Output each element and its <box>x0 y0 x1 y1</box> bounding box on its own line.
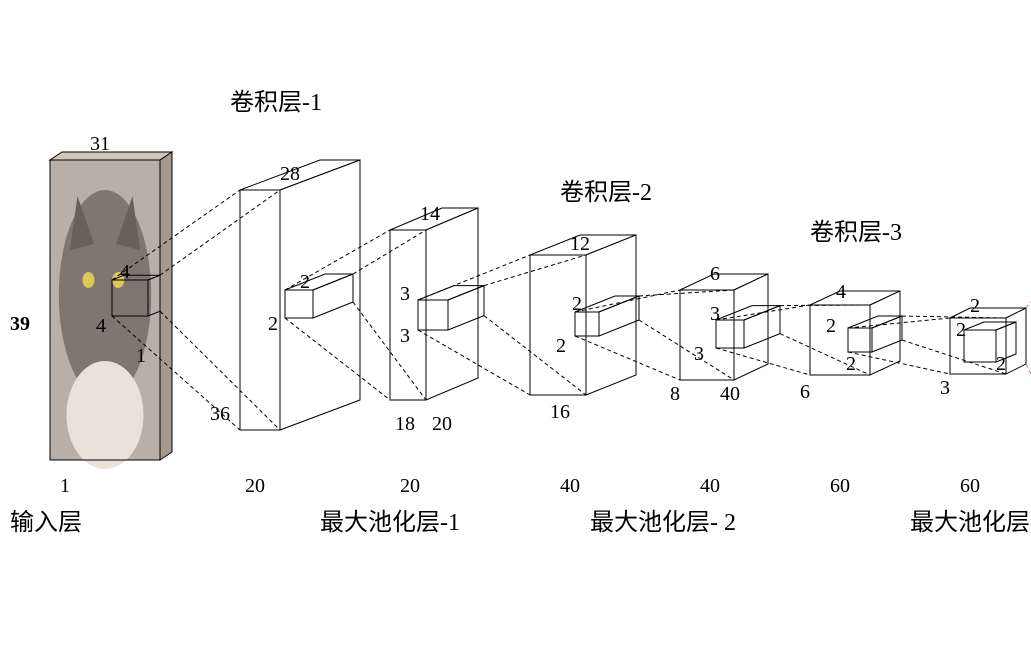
cnn-diagram: 31394411输入层28362220卷积层-11433182020最大池化层-… <box>0 0 1031 646</box>
layer-pool3: 222360最大池化层-3 <box>910 295 1031 536</box>
dim-label: 40 <box>720 383 740 405</box>
dim-label: 60 <box>830 475 850 497</box>
dim-label: 6 <box>710 263 720 285</box>
dim-label: 28 <box>280 163 300 185</box>
dim-label: 20 <box>245 475 265 497</box>
dim-label: 60 <box>960 475 980 497</box>
dim-label: 2 <box>846 353 856 375</box>
dim-label: 4 <box>836 281 846 303</box>
dim-label: 6 <box>800 381 810 403</box>
dim-label: 2 <box>556 335 566 357</box>
layer-input: 31 39 4 4 1 1 输入层 <box>10 133 172 536</box>
dim-label: 4 <box>96 315 106 337</box>
dim-label: 40 <box>560 475 580 497</box>
dim-label: 20 <box>432 413 452 435</box>
dim-label: 2 <box>956 319 966 341</box>
dim-label: 2 <box>268 313 278 335</box>
dim-label: 3 <box>400 325 410 347</box>
layer-conv2: 12221640卷积层-2 <box>530 179 652 497</box>
layer-title-bottom: 输入层 <box>10 509 82 536</box>
layer-title-bottom: 最大池化层-1 <box>320 509 460 536</box>
dim-label: 2 <box>970 295 980 317</box>
dim-label: 2 <box>300 271 310 293</box>
dim-label: 1 <box>60 475 70 497</box>
layer-title-top: 卷积层-2 <box>560 179 652 206</box>
layer-title-top: 卷积层-1 <box>230 89 322 116</box>
dim-label: 4 <box>120 261 130 283</box>
dim-label: 12 <box>570 233 590 255</box>
dim-label: 39 <box>10 313 30 335</box>
layer-conv3: 422660卷积层-3 <box>800 219 902 497</box>
dim-label: 8 <box>670 383 680 405</box>
layer-title-bottom: 最大池化层-3 <box>910 509 1031 536</box>
dim-label: 3 <box>400 283 410 305</box>
dim-label: 31 <box>90 133 110 155</box>
dim-label: 16 <box>550 401 570 423</box>
dim-label: 3 <box>710 303 720 325</box>
layer-conv1: 28362220卷积层-1 <box>210 89 360 497</box>
dim-label: 40 <box>700 475 720 497</box>
dim-label: 18 <box>395 413 415 435</box>
dim-label: 20 <box>400 475 420 497</box>
dim-label: 3 <box>694 343 704 365</box>
dim-label: 2 <box>826 315 836 337</box>
layer-title-bottom: 最大池化层- 2 <box>590 509 736 536</box>
layer-title-top: 卷积层-3 <box>810 219 902 246</box>
dim-label: 3 <box>940 377 950 399</box>
dim-label: 1 <box>136 345 146 367</box>
dim-label: 14 <box>420 203 440 225</box>
